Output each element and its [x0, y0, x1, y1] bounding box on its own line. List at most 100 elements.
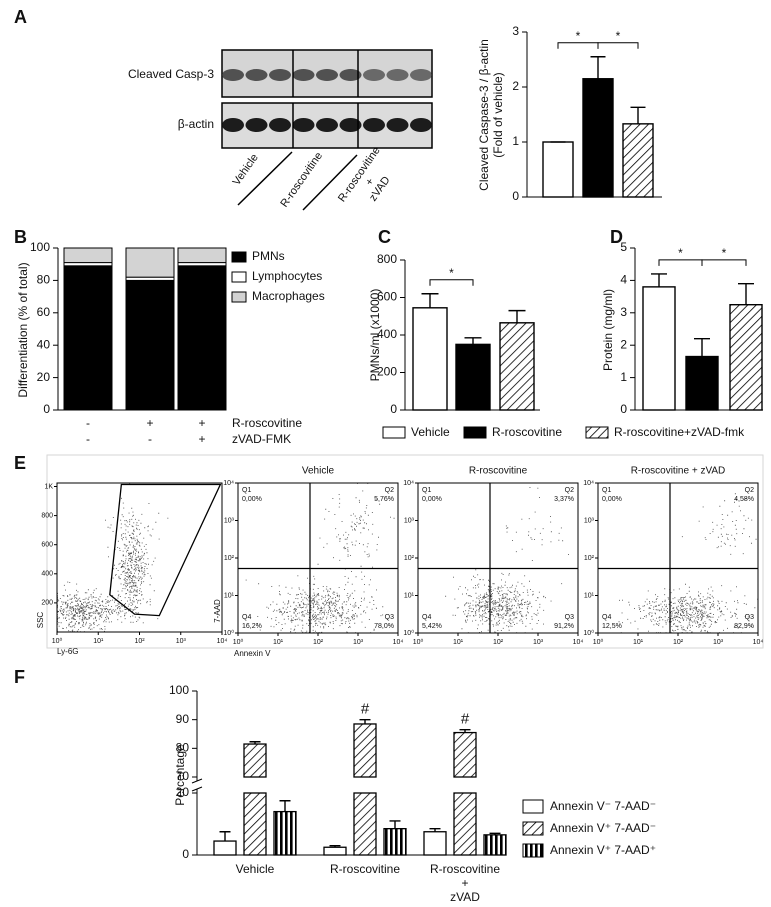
quadrant-percent: 91,2% [554, 623, 574, 630]
y-tick-label: 80 [176, 741, 190, 755]
quadrant-name: Q4 [242, 614, 251, 621]
bar-segment [63, 265, 113, 411]
blot-band [316, 69, 338, 81]
x-tick-label: 10⁰ [233, 638, 244, 646]
x-tick-label: 10⁰ [52, 637, 63, 645]
quadrant-name: Q2 [565, 487, 574, 494]
error-bar [508, 309, 526, 323]
error-bar [359, 718, 371, 724]
lane-divider [302, 154, 358, 211]
annotation: # [361, 701, 370, 718]
y-tick-label: 10⁰ [403, 629, 414, 637]
blot-band [269, 69, 291, 81]
condition-label: R-roscovitine [232, 416, 302, 430]
quadrant-name: Q2 [385, 487, 394, 494]
legend-label: R-roscovitine [492, 425, 562, 439]
bar-segment [177, 265, 227, 411]
y-tick-label: 10⁰ [583, 629, 594, 637]
quadrant-name: Q3 [565, 614, 574, 621]
blot-band [222, 118, 244, 132]
y-tick-label: 10³ [224, 517, 235, 524]
x-tick-label: 10¹ [273, 639, 284, 646]
legend-label: Annexin V⁺ 7-AAD⁻ [550, 821, 656, 835]
bar [455, 343, 491, 411]
legend-label: R-roscovitine+zVAD-fmk [614, 425, 745, 439]
y-tick-label: 600 [377, 290, 397, 304]
y-tick-label: 2 [620, 337, 627, 351]
y-tick-label: 4 [620, 273, 627, 287]
x-tick-label: 10⁴ [753, 639, 764, 646]
error-bar [219, 831, 231, 842]
error-bar [590, 56, 606, 79]
error-bar [651, 273, 667, 287]
legend-swatch [231, 291, 247, 303]
blot-band [386, 69, 409, 81]
error-bar [738, 282, 754, 305]
y-tick-label: 0 [43, 402, 50, 416]
y-tick-label: 5 [620, 240, 627, 254]
y-tick-label: 0 [390, 402, 397, 416]
error-bar [329, 845, 341, 848]
bar [412, 307, 448, 411]
blot-band [363, 69, 385, 81]
condition-mark: + [198, 416, 205, 430]
bar-segment [177, 247, 227, 264]
legend-swatch [463, 426, 487, 439]
legend-swatch [382, 426, 406, 439]
panel-label: A [14, 7, 27, 27]
blot-band [292, 118, 315, 132]
error-bar [389, 820, 401, 829]
y-axis-label: Protein (mg/ml) [601, 288, 616, 372]
x-tick-label: 10² [134, 638, 145, 645]
y-axis-label: Differentiation (% of total) [16, 262, 31, 398]
panel-label: D [610, 227, 623, 247]
bar [622, 123, 654, 198]
y-tick-label: 80 [37, 273, 51, 287]
quadrant-name: Q1 [602, 487, 611, 494]
bar [542, 141, 574, 198]
x-tick-label: 10¹ [93, 638, 104, 645]
y-tick-label: 10³ [404, 517, 415, 524]
blot-band [245, 69, 268, 81]
quadrant-percent: 5,42% [422, 623, 442, 630]
x-tick-label: 10² [673, 639, 684, 646]
blot-band [386, 118, 409, 132]
y-tick-label: 70 [176, 769, 190, 783]
bar [213, 840, 237, 856]
legend-label: PMNs [252, 249, 285, 263]
y-axis-label: Percentage [173, 744, 188, 806]
y-tick-label: 10¹ [224, 592, 235, 599]
quadrant-name: Q1 [242, 487, 251, 494]
quadrant-name: Q4 [422, 614, 431, 621]
event-cloud [57, 483, 169, 633]
x-tick-label: 10² [313, 639, 324, 646]
panel-label: E [14, 453, 26, 473]
y-tick-label: 3 [512, 24, 519, 38]
y-tick-label: 10⁴ [583, 480, 594, 487]
y-tick-label: 0 [620, 402, 627, 416]
blot-row-label: Cleaved Casp-3 [128, 67, 214, 81]
quadrant-percent: 3,37% [554, 496, 574, 503]
event-cloud [618, 493, 759, 634]
axis-break [191, 778, 203, 784]
legend-swatch [585, 426, 609, 439]
x-tick-label: 10⁰ [593, 638, 604, 646]
x-tick-label: 10³ [533, 639, 544, 646]
error-bar [421, 293, 439, 308]
condition-mark: + [146, 416, 153, 430]
y-tick-label: 100 [30, 240, 50, 254]
y-axis-label: 7-AAD [213, 599, 222, 623]
panel-e-frame [46, 454, 764, 649]
x-tick-label: 10³ [176, 638, 187, 645]
x-axis-label: Ly-6G [57, 647, 79, 656]
legend-label: Annexin V⁺ 7-AAD⁺ [550, 843, 656, 857]
condition-mark: - [86, 416, 90, 430]
x-tick-label: 10² [493, 639, 504, 646]
significance-bracket [429, 279, 474, 286]
y-tick-label: 1K [44, 483, 53, 490]
condition-mark: - [148, 432, 152, 446]
quadrant-percent: 82,9% [734, 623, 754, 630]
bar [483, 834, 507, 856]
